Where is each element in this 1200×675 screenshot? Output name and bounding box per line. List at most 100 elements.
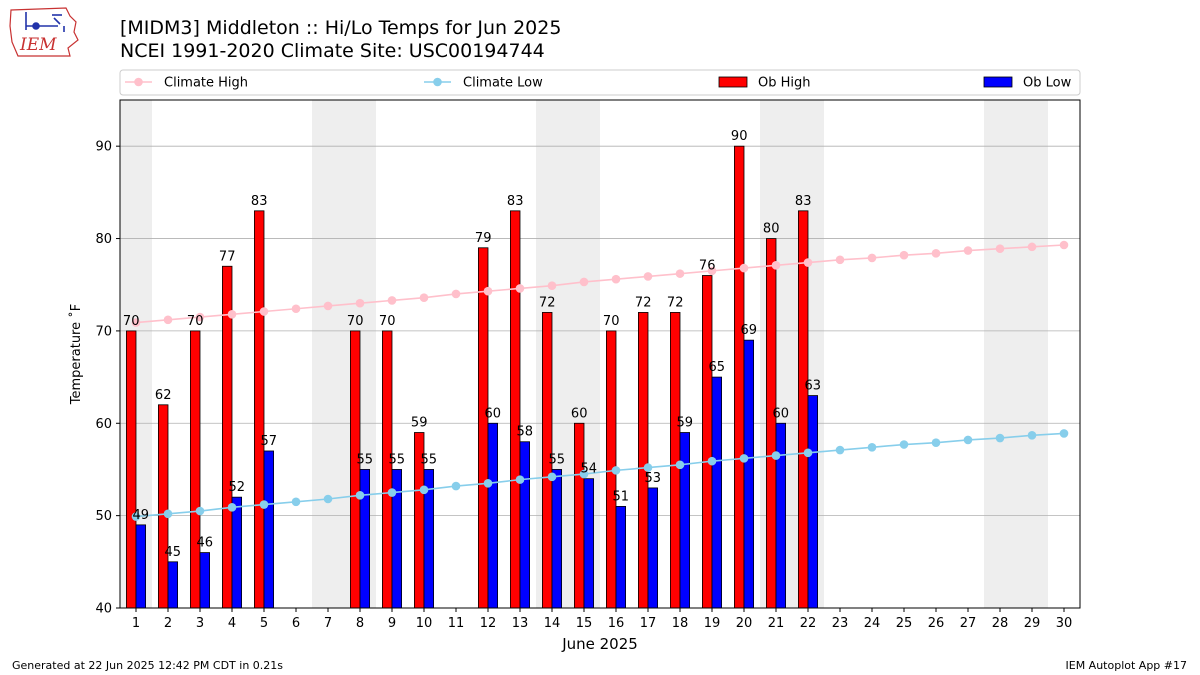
legend: Climate High Climate Low Ob High Ob Low [119, 69, 1081, 96]
y-axis-label: Temperature ˚F [68, 304, 84, 405]
x-tick-label: 26 [928, 616, 945, 631]
x-tick-label: 25 [896, 616, 913, 631]
ob-low-bar [743, 339, 755, 609]
ob-low-label: 65 [709, 360, 726, 375]
ob-low-bar [551, 469, 563, 609]
x-tick-label: 9 [388, 616, 396, 631]
ob-low-bar [231, 496, 243, 609]
ob-high-label: 70 [123, 314, 140, 329]
climate-low-point [963, 435, 973, 445]
legend-swatch [718, 76, 748, 88]
ob-high-label: 83 [795, 194, 812, 209]
climate-high-point [355, 298, 365, 308]
climate-high-point [835, 255, 845, 265]
plot-frame [119, 99, 1081, 609]
climate-low-point [227, 503, 237, 512]
climate-high-point [515, 284, 525, 293]
ob-high-bar [766, 238, 777, 609]
ob-high-label: 70 [379, 314, 396, 329]
climate-high-point [291, 304, 301, 314]
ob-high-bar [734, 145, 745, 609]
gridlines [120, 145, 1080, 517]
x-tick-label: 27 [960, 616, 977, 631]
ob-low-bar [167, 561, 179, 609]
ob-low-bar [647, 487, 659, 609]
x-tick-label: 8 [356, 616, 364, 631]
climate-high-point [419, 293, 429, 302]
ob-low-label: 52 [229, 480, 246, 495]
x-tick-label: 30 [1056, 616, 1073, 631]
ob-low-bar [711, 376, 723, 609]
ob-low-label: 55 [389, 452, 406, 467]
climate-low-line [135, 432, 1065, 518]
legend-climate-high: Climate High [125, 76, 248, 91]
legend-ob-low: Ob Low [983, 76, 1072, 91]
data-labels: 70 49 62 45 70 46 77 52 83 57 70 55 70 55 59 55 79 60 83 58… [123, 129, 821, 560]
ob-high-bar [126, 330, 137, 609]
climate-high-point [803, 258, 813, 267]
ob-high-label: 80 [763, 222, 780, 237]
ob-high-label: 72 [539, 295, 556, 310]
ob-low-label: 55 [549, 452, 566, 467]
climate-low-point [483, 479, 493, 488]
iem-logo: IEM [9, 7, 79, 57]
climate-high-point [163, 315, 173, 325]
legend-climate-low: Climate Low [424, 76, 543, 91]
ob-high-bar [477, 247, 489, 609]
climate-high-point [899, 250, 909, 260]
app-label: IEM Autoplot App #17 [1065, 659, 1188, 672]
x-axis-label: June 2025 [561, 635, 638, 653]
x-tick-label: 7 [324, 616, 332, 631]
climate-high-point [227, 309, 237, 319]
ob-high-bar [509, 210, 521, 609]
x-tick-label: 17 [640, 616, 657, 631]
ob-high-bar [157, 404, 169, 609]
ob-high-bar [638, 312, 649, 609]
climate-low-point [675, 460, 685, 470]
ob-high-bar [349, 330, 361, 609]
climate-low-point [387, 488, 397, 497]
legend-label: Climate Low [463, 76, 543, 91]
ob-low-label: 46 [197, 536, 214, 551]
legend-frame [119, 69, 1081, 96]
ob-low-label: 58 [517, 425, 534, 440]
ob-high-label: 90 [731, 129, 748, 144]
ob-low-bar [487, 422, 499, 609]
climate-low-point [451, 481, 461, 491]
generated-timestamp: Generated at 22 Jun 2025 12:42 PM CDT in… [12, 659, 284, 672]
ob-high-label: 72 [667, 295, 684, 310]
ob-high-bar [574, 422, 585, 609]
x-tick-label: 28 [992, 616, 1009, 631]
bars [126, 145, 819, 609]
climate-high-point [323, 301, 333, 311]
ob-low-bar [583, 478, 595, 609]
x-tick-label: 18 [672, 616, 689, 631]
ob-low-label: 49 [133, 508, 150, 523]
x-tick-label: 15 [576, 616, 593, 631]
climate-high-point [771, 261, 781, 270]
ob-high-bar [670, 312, 681, 609]
ob-high-label: 70 [187, 314, 204, 329]
climate-high-point [547, 281, 557, 290]
ob-high-bar [381, 330, 393, 609]
climate-low-point [643, 463, 653, 472]
climate-low-point [771, 451, 781, 460]
weekend-band [312, 100, 344, 608]
x-tick-label: 14 [544, 616, 561, 631]
ob-high-label: 83 [507, 194, 524, 209]
climate-low-point [835, 445, 845, 455]
x-tick-label: 1 [132, 616, 140, 631]
legend-ob-high: Ob High [718, 76, 811, 91]
y-tick-label: 90 [95, 140, 112, 155]
ob-low-bar [679, 432, 691, 609]
x-tick-label: 19 [704, 616, 721, 631]
x-tick-label: 13 [512, 616, 529, 631]
ob-low-bar [519, 441, 531, 609]
climate-high-point [611, 274, 621, 284]
climate-high-point [931, 249, 941, 258]
legend-marker [433, 77, 442, 87]
climate-high-point [387, 296, 397, 305]
climate-low-point [611, 466, 621, 475]
y-tick-label: 40 [95, 602, 112, 617]
x-tick-label: 16 [608, 616, 625, 631]
